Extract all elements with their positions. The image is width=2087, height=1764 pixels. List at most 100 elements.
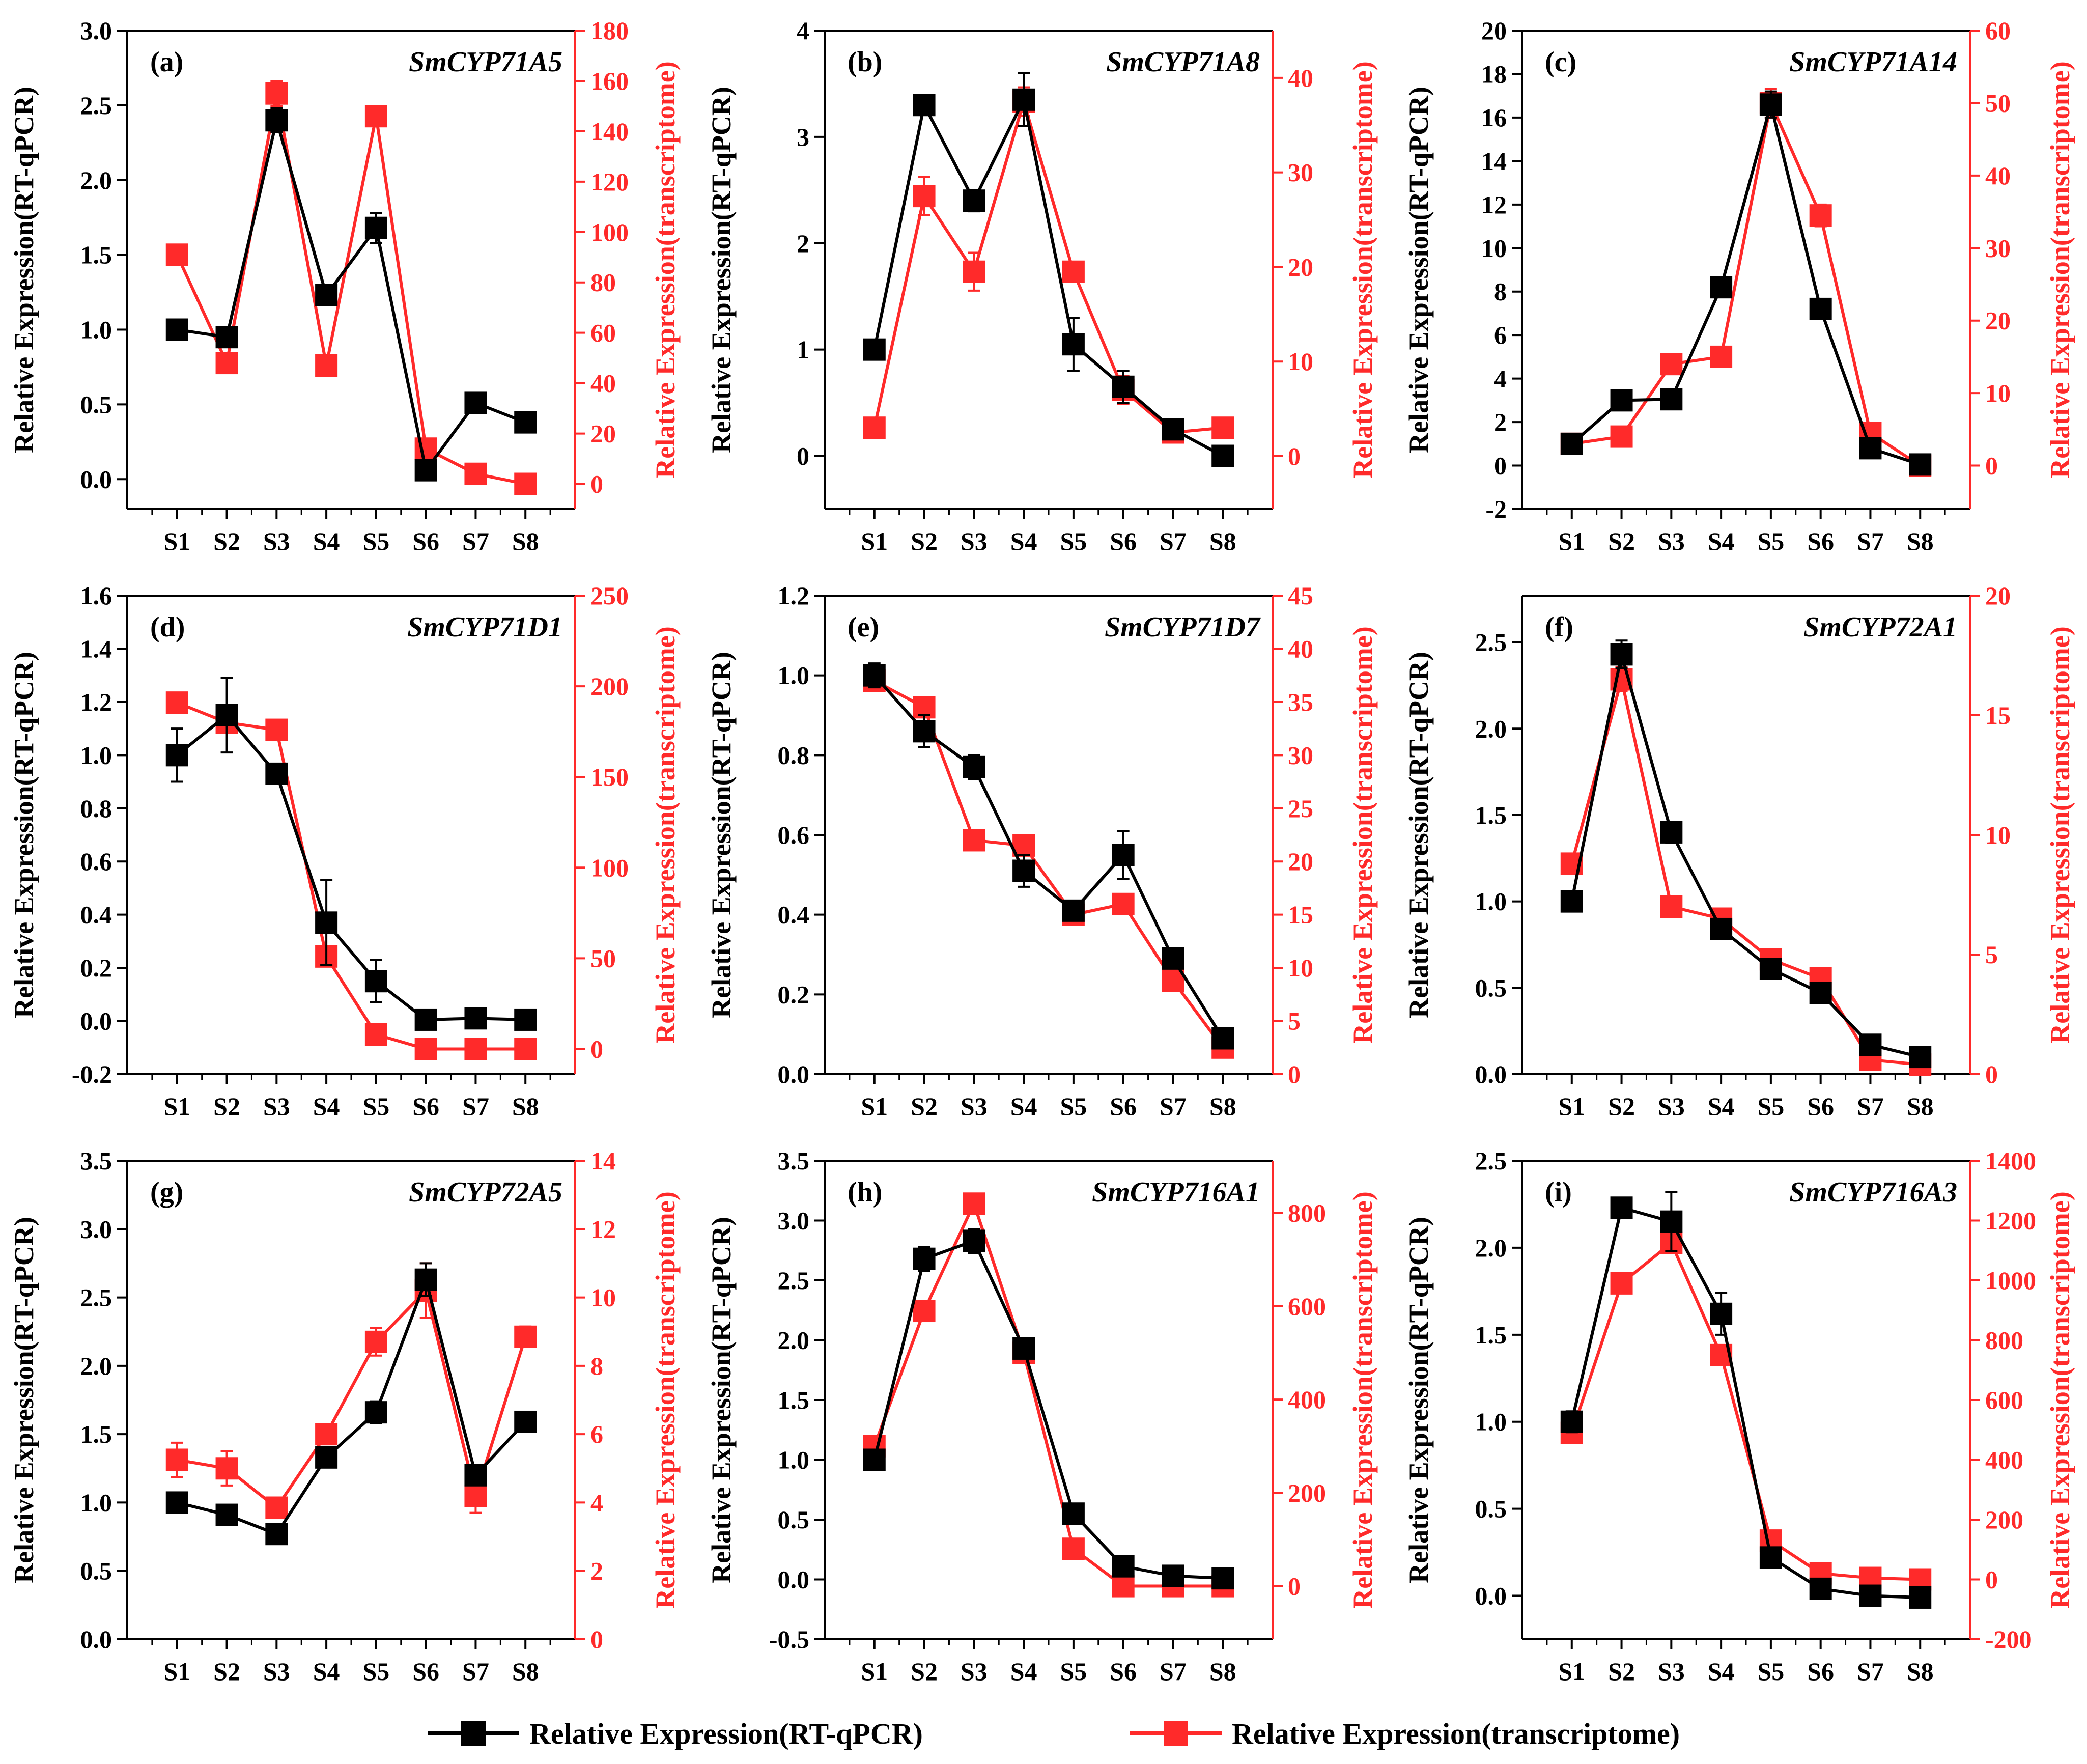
panels: S1 S2 S3 S4 S5 S6 S7 S80.00.51.01.52.02.53.0020… <box>9 16 2075 1686</box>
y-left-tick-label: 0 <box>797 442 809 470</box>
y-left-tick-label: 0.4 <box>778 901 810 929</box>
x-tick-label: S8 <box>1209 527 1236 555</box>
gene-name-title: SmCYP72A1 <box>1803 611 1957 643</box>
y-right-tick-label: 200 <box>1985 1505 2023 1534</box>
y-right-tick-label: 25 <box>1288 794 1313 823</box>
y-right-tick-label: 10 <box>590 1283 616 1312</box>
y-right-tick-label: 5 <box>1288 1007 1301 1035</box>
panel-tag: (a) <box>150 46 183 78</box>
gene-name-title: SmCYP71D1 <box>407 611 562 643</box>
panel-tag: (f) <box>1545 611 1573 643</box>
y-right-tick-label: 40 <box>590 369 616 398</box>
data-point-qpcr <box>1660 388 1683 411</box>
y-left-tick-label: 14 <box>1481 147 1507 175</box>
y-right-tick-label: 20 <box>1288 253 1313 281</box>
y-left-tick-label: 3.5 <box>80 1146 112 1175</box>
x-tick-label: S7 <box>462 1657 489 1686</box>
y-left-tick-label: 1.0 <box>1475 1408 1507 1436</box>
data-point-transcriptome <box>364 1023 387 1046</box>
data-point-qpcr <box>364 216 387 239</box>
legend-marker-qpcr <box>461 1721 486 1746</box>
y-left-tick-label: 0.5 <box>1475 973 1507 1002</box>
y-left-tick-label: 18 <box>1481 60 1507 88</box>
data-point-transcriptome <box>514 1325 537 1348</box>
gene-name-title: SmCYP716A1 <box>1092 1177 1260 1208</box>
y-right-tick-label: 15 <box>1985 701 2011 730</box>
y-left-tick-label: 3 <box>797 123 809 151</box>
y-right-tick-label: 10 <box>1985 821 2011 849</box>
y-left-tick-label: 1.5 <box>80 1420 112 1448</box>
y-right-tick-label: 1200 <box>1985 1207 2036 1235</box>
panel-tag: (g) <box>150 1177 183 1208</box>
y-right-axis-title: Relative Expression(transcriptome) <box>650 626 681 1043</box>
data-point-qpcr <box>364 1401 387 1424</box>
y-right-tick-label: 0 <box>590 1034 603 1063</box>
y-left-tick-label: 0 <box>1494 452 1507 480</box>
y-right-tick-label: 160 <box>590 67 629 95</box>
y-right-tick-label: 20 <box>1288 847 1313 876</box>
data-point-transcriptome <box>265 1496 288 1519</box>
x-tick-label: S4 <box>313 1092 340 1121</box>
data-point-transcriptome <box>165 691 188 714</box>
y-left-tick-label: 6 <box>1494 321 1507 349</box>
legend-item-transcriptome: Relative Expression(transcriptome) <box>1130 1717 1680 1750</box>
y-right-tick-label: 250 <box>590 581 629 610</box>
y-right-axis-title: Relative Expression(transcriptome) <box>1347 626 1378 1043</box>
x-tick-label: S4 <box>1010 1092 1037 1121</box>
y-right-tick-label: 150 <box>590 763 629 791</box>
y-right-axis-title: Relative Expression(transcriptome) <box>2045 1191 2075 1608</box>
x-tick-label: S1 <box>1558 1092 1585 1121</box>
x-tick-label: S1 <box>163 527 190 555</box>
data-point-transcriptome <box>165 243 188 266</box>
data-point-qpcr <box>315 911 338 934</box>
y-right-axis-title: Relative Expression(transcriptome) <box>1347 61 1378 478</box>
y-left-tick-label: 1.0 <box>80 1488 112 1517</box>
y-left-tick-label: 0.0 <box>778 1565 810 1594</box>
x-tick-label: S7 <box>462 1092 489 1121</box>
series-qpcr <box>165 677 537 1031</box>
x-tick-label: S2 <box>911 527 938 555</box>
y-right-tick-label: 600 <box>1985 1386 2023 1414</box>
x-tick-label: S5 <box>1060 1657 1087 1686</box>
x-tick-label: S4 <box>1708 1657 1735 1686</box>
y-right-tick-label: 6 <box>590 1420 603 1448</box>
chart-panel-8: S1 S2 S3 S4 S5 S6 S7 S8 -0.5 0.0 0.5 1.0 1.5 2.0 2.5 3.… <box>706 1146 1378 1686</box>
y-right-tick-label: 30 <box>1288 741 1313 769</box>
series-line-qpcr <box>872 98 1224 458</box>
y-left-tick-label: 1.2 <box>80 688 112 716</box>
data-point-qpcr <box>913 94 936 117</box>
data-point-qpcr <box>913 720 936 743</box>
series-line-transcriptome <box>176 701 526 1051</box>
data-point-qpcr <box>315 284 338 306</box>
x-tick-label: S5 <box>362 1092 389 1121</box>
y-left-tick-label: 4 <box>797 16 809 45</box>
y-left-tick-label: 0.0 <box>1475 1060 1507 1088</box>
x-tick-label: S1 <box>861 1092 888 1121</box>
y-left-tick-label: 1.5 <box>80 241 112 269</box>
series-qpcr <box>863 662 1234 1050</box>
y-right-tick-label: 10 <box>1985 379 2011 407</box>
y-left-tick-label: 2.0 <box>778 1326 810 1355</box>
y-left-tick-label: 0.0 <box>80 465 112 493</box>
y-left-tick-label: 1 <box>797 335 809 364</box>
y-left-tick-label: 2.5 <box>1475 1146 1507 1175</box>
x-tick-label: S6 <box>1110 527 1137 555</box>
x-tick-label: S5 <box>1757 1657 1784 1686</box>
x-tick-label: S4 <box>1708 527 1735 555</box>
data-point-qpcr <box>1112 375 1135 398</box>
data-point-qpcr <box>1062 899 1085 922</box>
data-point-qpcr <box>514 1410 537 1433</box>
data-point-qpcr <box>1859 1584 1882 1607</box>
y-right-tick-label: 50 <box>590 944 616 972</box>
x-tick-label: S4 <box>1010 527 1037 555</box>
data-point-qpcr <box>514 1008 537 1031</box>
y-right-tick-label: 800 <box>1985 1326 2023 1355</box>
y-left-axis-title: Relative Expression(RT-qPCR) <box>1403 87 1434 453</box>
y-right-tick-label: 20 <box>1985 306 2011 335</box>
y-left-tick-label: 3.5 <box>778 1146 810 1175</box>
y-left-tick-label: 2.5 <box>778 1266 810 1295</box>
y-right-tick-label: 40 <box>1288 64 1313 92</box>
y-left-tick-label: 0.2 <box>80 954 112 982</box>
y-right-tick-label: 8 <box>590 1352 603 1380</box>
x-tick-label: S7 <box>1160 1657 1187 1686</box>
